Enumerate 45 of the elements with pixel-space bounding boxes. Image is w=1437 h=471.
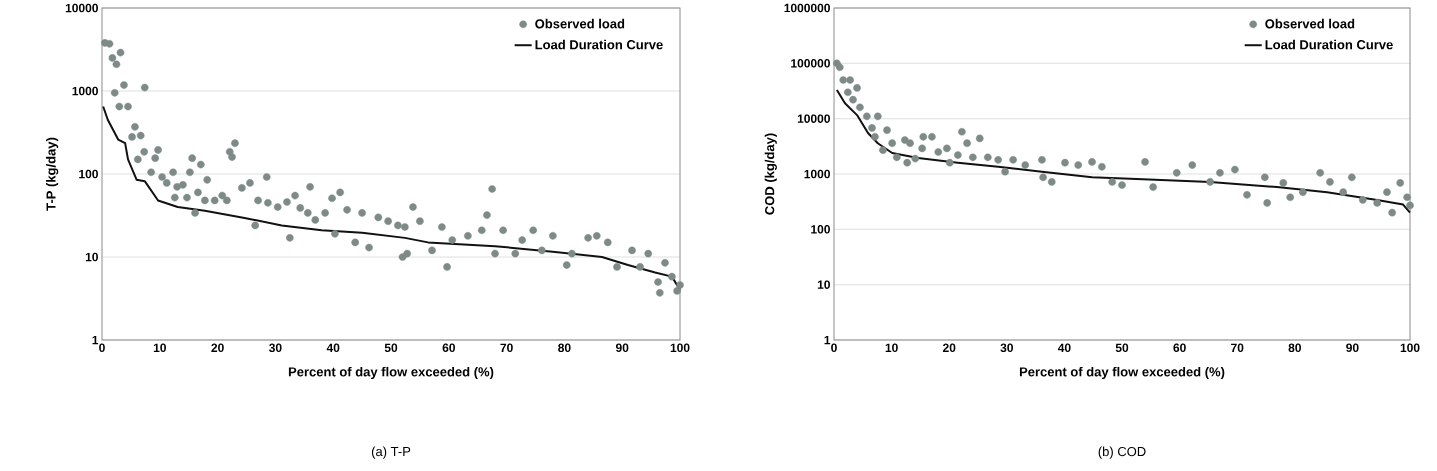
x-tick-label: 0 <box>831 343 837 353</box>
y-tick-label: 1 <box>92 335 99 345</box>
x-tick-label: 40 <box>326 343 340 353</box>
text: (b) COD <box>1098 446 1146 459</box>
y-tick-label: 1000 <box>72 86 98 96</box>
x-tick-label: 30 <box>1000 343 1013 353</box>
x-tick-label: 10 <box>885 343 898 353</box>
y-tick-label: 100 <box>811 225 830 234</box>
y-axis-title: T-P (kg/day) <box>46 137 59 211</box>
x-tick-label: 80 <box>558 343 571 353</box>
y-tick-label: 10000 <box>65 3 98 13</box>
x-tick-label: 20 <box>211 343 224 353</box>
x-axis-title: Percent of day flow exceeded (%) <box>288 366 494 380</box>
x-tick-label: 60 <box>1173 343 1186 353</box>
text: (a) T-P <box>371 446 411 459</box>
x-tick-label: 40 <box>1057 343 1071 353</box>
y-tick-label: 1000000 <box>784 3 830 13</box>
x-tick-label: 80 <box>1288 343 1301 353</box>
line-series <box>835 88 1412 214</box>
x-tick-label: 60 <box>442 343 455 353</box>
y-tick-label: 1000 <box>804 169 830 179</box>
x-tick-label: 0 <box>99 343 105 353</box>
y-axis-title: COD (kg/day) <box>764 133 777 215</box>
legend-label: Observed load <box>535 18 625 29</box>
legend-label: Load Duration Curve <box>535 39 663 50</box>
x-tick-label: 70 <box>500 343 513 353</box>
x-tick-label: 70 <box>1231 343 1244 353</box>
x-axis-title: Percent of day flow exceeded (%) <box>1019 366 1225 380</box>
y-tick-label: 10 <box>85 252 98 262</box>
x-tick-label: 20 <box>942 343 956 353</box>
x-tick-label: 90 <box>1346 343 1359 353</box>
y-tick-label: 10 <box>817 280 830 289</box>
x-tick-label: 100 <box>670 343 690 353</box>
x-tick-label: 100 <box>1400 343 1420 353</box>
legend-label: Observed load <box>1265 18 1355 29</box>
x-tick-label: 10 <box>153 343 166 353</box>
x-tick-label: 30 <box>269 343 282 353</box>
x-tick-label: 50 <box>384 343 398 353</box>
y-tick-label: 10000 <box>797 114 830 123</box>
y-tick-label: 100000 <box>791 59 830 68</box>
legend-label: Load Duration Curve <box>1265 39 1393 50</box>
y-tick-label: 1 <box>824 335 831 345</box>
x-tick-label: 90 <box>615 343 629 353</box>
x-tick-label: 50 <box>1115 343 1129 353</box>
y-tick-label: 100 <box>79 169 98 179</box>
